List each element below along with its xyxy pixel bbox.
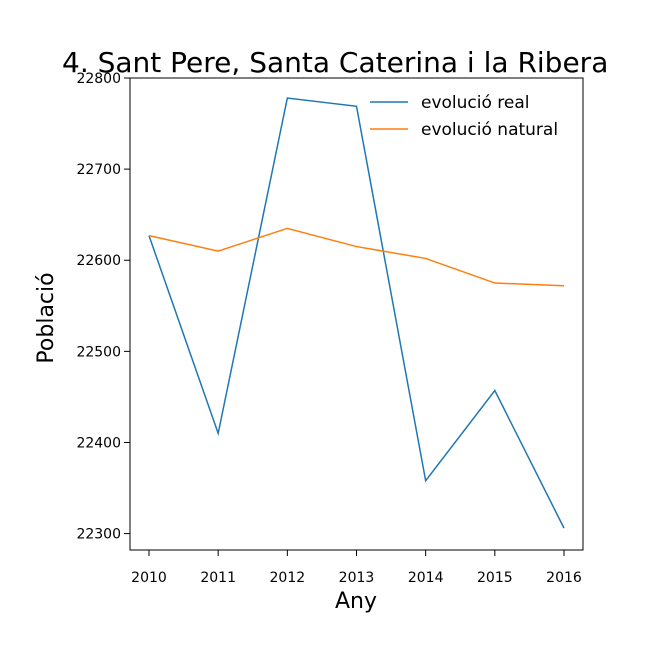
x-tick-label: 2011 (200, 570, 236, 586)
x-tick-label: 2015 (477, 570, 513, 586)
series-lines (148, 97, 565, 529)
x-tick-label: 2013 (339, 570, 375, 586)
y-tick-label: 22400 (76, 435, 121, 451)
legend-label: evolució natural (421, 120, 558, 140)
series-line-evolucio-natural (148, 227, 565, 287)
plot-frame (129, 77, 584, 551)
y-axis: 22300 22400 22500 22600 22700 22800 (76, 71, 130, 543)
series-line-evolucio-real (148, 97, 565, 529)
chart-title: 4. Sant Pere, Santa Caterina i la Ribera (62, 46, 608, 79)
y-tick-label: 22600 (76, 253, 121, 269)
x-tick-label: 2016 (546, 570, 582, 586)
y-tick-label: 22300 (76, 527, 121, 543)
legend: evolució real evolució natural (370, 93, 558, 140)
y-tick-label: 22500 (76, 344, 121, 360)
x-tick-label: 2014 (408, 570, 444, 586)
y-tick-label: 22800 (76, 71, 121, 87)
x-tick-label: 2010 (131, 570, 167, 586)
x-axis-label: Any (335, 589, 377, 614)
y-tick-label: 22700 (76, 162, 121, 178)
x-tick-label: 2012 (270, 570, 306, 586)
y-axis-label: Població (34, 272, 59, 363)
legend-label: evolució real (421, 93, 530, 113)
x-axis: 2010 2011 2012 2013 2014 2015 2016 (131, 550, 582, 586)
